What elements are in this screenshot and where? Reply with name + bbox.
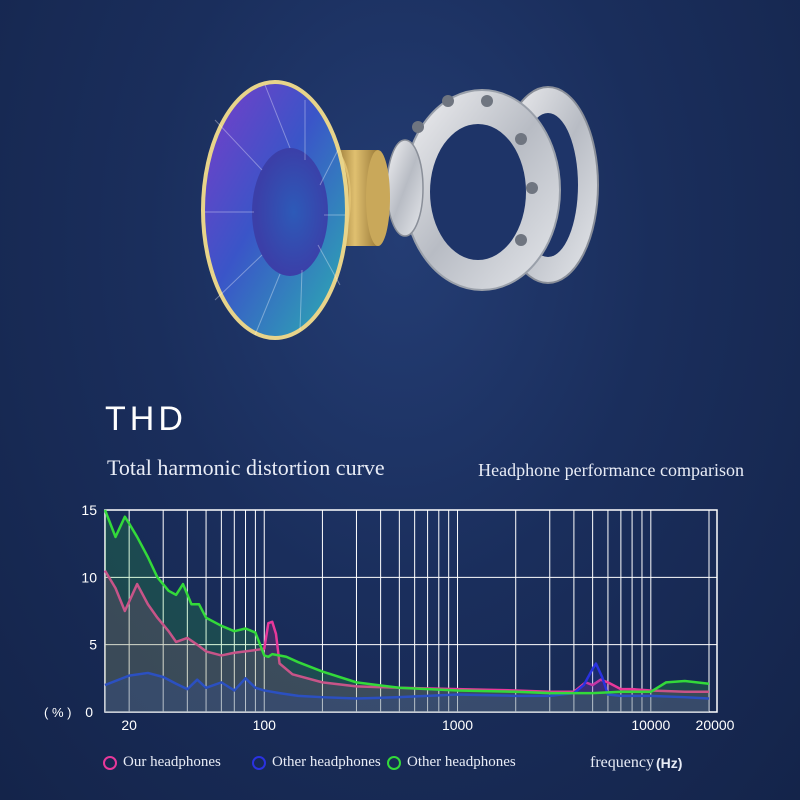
- legend-item-our-headphones: Our headphones: [103, 754, 221, 771]
- legend-marker: [387, 755, 401, 770]
- x-tick-label: 10000: [631, 717, 670, 733]
- x-tick-label: 20000: [696, 717, 735, 733]
- legend-marker: [252, 755, 266, 770]
- x-axis-label: frequency: [590, 754, 654, 771]
- voice-coil-connector: [386, 139, 424, 237]
- y-tick-label: 0: [85, 704, 93, 720]
- x-tick-label: 20: [121, 717, 137, 733]
- legend-item-other-headphones-blue: Other headphones: [252, 754, 381, 771]
- y-tick-label: 10: [81, 569, 97, 585]
- plot-frame: [104, 509, 718, 713]
- y-tick-label: 5: [89, 637, 97, 653]
- series-other-headphones-blue-area: [105, 663, 709, 712]
- series-our-headphones-line: [103, 569, 709, 694]
- comparison-caption: Headphone performance comparison: [478, 460, 744, 480]
- y-axis-unit-label: ( % ): [44, 705, 71, 720]
- x-axis-unit: (Hz): [656, 755, 683, 771]
- chart-subtitle: Total harmonic distortion curve: [107, 455, 385, 480]
- series-our-headphones-area: [105, 570, 709, 712]
- legend-item-other-headphones-green: Other headphones: [387, 754, 516, 771]
- series-other-headphones-green-area: [105, 510, 709, 712]
- thd-title: THD: [105, 400, 187, 438]
- legend-marker: [103, 755, 117, 770]
- driver-illustration: [201, 80, 599, 340]
- y-tick-label: 15: [81, 502, 97, 518]
- legend-label: Other headphones: [272, 754, 381, 770]
- diaphragm-cone: [201, 80, 349, 340]
- x-tick-label: 100: [253, 717, 277, 733]
- series-other-headphones-green-line: [103, 509, 710, 695]
- legend-label: Our headphones: [123, 754, 221, 770]
- x-tick-label: 1000: [442, 717, 473, 733]
- thd-chart: 5 10 15 0 ( % ) 20 100 1000 10000 20000: [44, 502, 735, 733]
- chart-legend: Our headphones Other headphones Other he…: [0, 750, 800, 780]
- front-plate: [403, 89, 561, 291]
- legend-label: Other headphones: [407, 754, 516, 770]
